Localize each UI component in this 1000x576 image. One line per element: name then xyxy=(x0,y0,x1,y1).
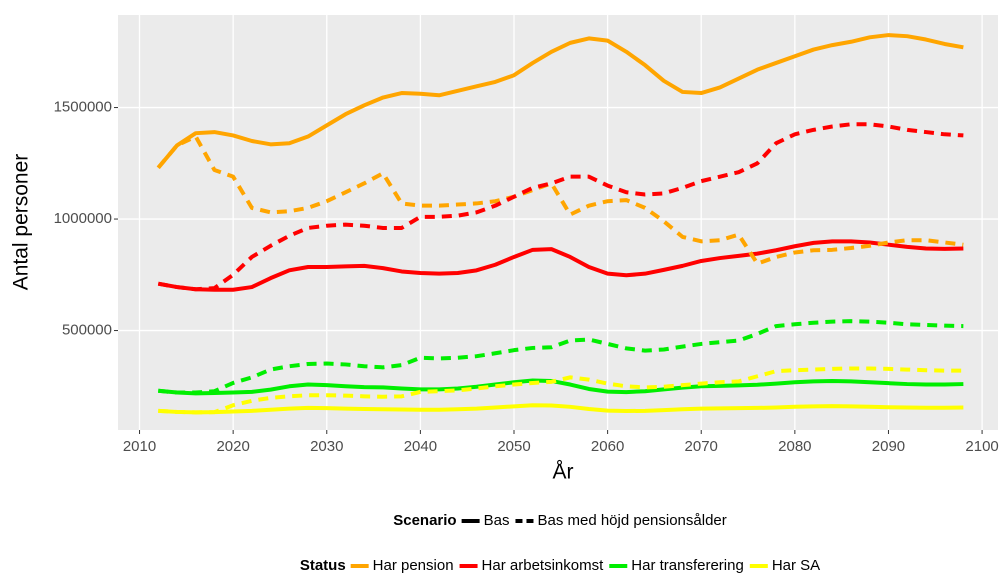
x-tick-label: 2030 xyxy=(310,438,343,455)
legend-title: Status xyxy=(300,557,346,574)
series-line xyxy=(158,366,964,415)
legend-label: Bas med höjd pensionsålder xyxy=(537,512,726,529)
x-tick-label: 2100 xyxy=(965,438,998,455)
legend-title: Scenario xyxy=(393,512,456,529)
series-line xyxy=(157,239,964,292)
x-tick-label: 2020 xyxy=(216,438,249,455)
x-tick-label: 2040 xyxy=(404,438,437,455)
legend-label: Har SA xyxy=(772,557,820,574)
x-tick-label: 2010 xyxy=(123,438,156,455)
legend-label: Bas xyxy=(484,512,510,529)
series-line xyxy=(157,122,964,292)
series-line xyxy=(158,378,964,396)
y-tick-label: 1000000 xyxy=(54,210,112,227)
x-tick-label: 2060 xyxy=(591,438,624,455)
x-tick-label: 2070 xyxy=(685,438,718,455)
legend-label: Har transferering xyxy=(631,557,744,574)
series-line xyxy=(156,134,964,266)
series-line xyxy=(156,33,964,170)
y-tick-label: 1500000 xyxy=(54,99,112,116)
y-tick-label: 500000 xyxy=(62,322,112,339)
series-line xyxy=(158,403,964,415)
x-tick-label: 2080 xyxy=(778,438,811,455)
x-axis-title: År xyxy=(553,461,574,484)
series-line xyxy=(158,319,964,395)
x-tick-label: 2090 xyxy=(872,438,905,455)
x-tick-label: 2050 xyxy=(497,438,530,455)
y-axis-title: Antal personer xyxy=(10,154,33,291)
plot-panel xyxy=(118,15,998,430)
legend-label: Har arbetsinkomst xyxy=(482,557,605,574)
legend-label: Har pension xyxy=(373,557,454,574)
